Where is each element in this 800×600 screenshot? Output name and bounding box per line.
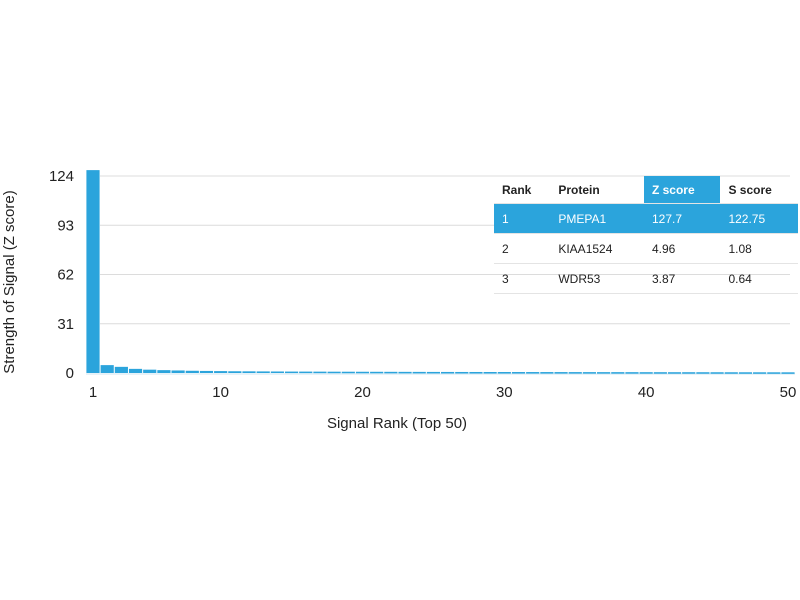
- header-rank: Rank: [494, 176, 551, 204]
- bar-rank-1: [86, 170, 100, 373]
- bar-rank-47: [738, 372, 753, 374]
- bar-rank-13: [256, 371, 270, 373]
- bar-rank-7: [171, 370, 185, 373]
- cell-z-score: 3.87: [643, 263, 721, 294]
- y-tick-label: 93: [57, 217, 74, 234]
- bar-rank-14: [270, 371, 284, 373]
- y-tick-label: 124: [49, 168, 74, 185]
- bar-rank-2: [100, 365, 114, 373]
- cell-s-score: 0.64: [720, 263, 798, 294]
- bar-rank-19: [341, 371, 355, 374]
- bar-rank-17: [313, 371, 327, 374]
- cell-rank: 1: [494, 203, 551, 234]
- bar-rank-18: [327, 371, 341, 374]
- cell-protein: PMEPA1: [550, 203, 644, 234]
- x-tick-label: 20: [354, 384, 371, 401]
- x-tick-label: 10: [212, 384, 229, 401]
- bar-rank-32: [526, 372, 540, 374]
- bar-rank-43: [682, 372, 696, 374]
- cell-rank: 2: [494, 233, 551, 264]
- bar-rank-23: [398, 371, 412, 374]
- bar-rank-46: [724, 372, 738, 374]
- bar-rank-48: [753, 372, 767, 374]
- bar-rank-44: [696, 372, 710, 374]
- bar-rank-5: [143, 369, 157, 373]
- y-axis-label: Strength of Signal (Z score): [1, 190, 18, 373]
- x-axis-label: Signal Rank (Top 50): [327, 415, 467, 432]
- table-row: 1 PMEPA1 127.7 122.75: [494, 203, 798, 234]
- bar-rank-34: [554, 372, 568, 374]
- bar-rank-27: [455, 371, 469, 374]
- bar-rank-42: [667, 372, 682, 374]
- bar-rank-11: [228, 371, 242, 373]
- cell-rank: 3: [494, 263, 551, 294]
- x-tick-label: 40: [638, 384, 655, 401]
- bar-rank-30: [497, 372, 511, 374]
- top-signals-table: Rank Protein Z score S score 1 PMEPA1 12…: [494, 176, 798, 294]
- bar-rank-40: [639, 372, 653, 374]
- bar-rank-9: [199, 370, 214, 373]
- table-header-row: Rank Protein Z score S score: [494, 176, 798, 204]
- bar-rank-28: [469, 371, 483, 374]
- cell-s-score: 122.75: [720, 203, 798, 234]
- cell-z-score: 127.7: [643, 203, 721, 234]
- bar-rank-49: [767, 372, 781, 374]
- cell-protein: KIAA1524: [550, 233, 644, 264]
- bar-rank-15: [284, 371, 299, 374]
- header-z-score: Z score: [643, 176, 721, 204]
- header-protein: Protein: [550, 176, 644, 204]
- bar-rank-3: [114, 366, 128, 373]
- bar-rank-12: [242, 371, 256, 373]
- table-row: 2 KIAA1524 4.96 1.08: [494, 233, 798, 264]
- bar-rank-6: [157, 370, 171, 373]
- bar-rank-31: [511, 372, 526, 374]
- cell-s-score: 1.08: [720, 233, 798, 264]
- bar-rank-35: [568, 372, 582, 374]
- bar-rank-22: [384, 371, 398, 374]
- bar-rank-24: [412, 371, 426, 374]
- table-row: 3 WDR53 3.87 0.64: [494, 263, 798, 294]
- bar-rank-20: [355, 371, 370, 374]
- bar-rank-38: [611, 372, 625, 374]
- x-tick-label: 1: [89, 384, 97, 401]
- y-tick-label: 62: [57, 267, 74, 284]
- bar-rank-29: [483, 371, 497, 374]
- bar-rank-4: [128, 368, 143, 373]
- y-tick-label: 0: [66, 365, 74, 382]
- x-tick-label: 50: [780, 384, 797, 401]
- bar-rank-10: [214, 371, 228, 373]
- bar-rank-21: [370, 371, 384, 374]
- bar-rank-26: [441, 371, 455, 374]
- y-tick-label: 31: [57, 316, 74, 333]
- bar-rank-33: [540, 372, 554, 374]
- bar-rank-37: [597, 372, 611, 374]
- cell-protein: WDR53: [550, 263, 644, 294]
- bar-rank-39: [625, 372, 639, 374]
- cell-z-score: 4.96: [643, 233, 721, 264]
- bar-rank-45: [710, 372, 724, 374]
- bar-rank-8: [185, 370, 199, 373]
- bar-rank-16: [299, 371, 313, 374]
- bar-rank-50: [781, 372, 795, 374]
- bar-rank-25: [426, 371, 440, 374]
- bar-rank-36: [582, 372, 597, 374]
- bar-rank-41: [653, 372, 667, 374]
- header-s-score: S score: [720, 176, 798, 204]
- x-tick-label: 30: [496, 384, 513, 401]
